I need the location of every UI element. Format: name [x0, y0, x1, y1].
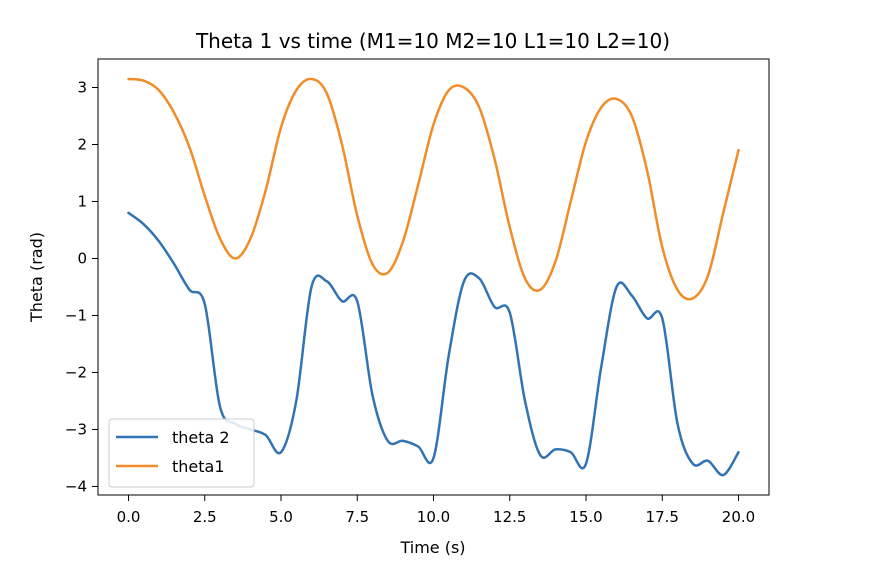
x-tick-label: 12.5: [493, 508, 526, 526]
x-tick-label: 7.5: [345, 508, 369, 526]
y-tick-label: −2: [65, 363, 87, 381]
x-tick-label: 17.5: [646, 508, 679, 526]
x-axis-label: Time (s): [399, 538, 465, 557]
x-tick-label: 10.0: [417, 508, 450, 526]
y-tick-label: −1: [65, 306, 87, 324]
plot-area: [127, 77, 740, 477]
x-tick-label: 15.0: [569, 508, 602, 526]
y-tick-label: −3: [65, 420, 87, 438]
y-tick-label: 3: [77, 78, 87, 96]
chart-title: Theta 1 vs time (M1=10 M2=10 L1=10 L2=10…: [195, 29, 670, 53]
x-tick-label: 20.0: [722, 508, 755, 526]
y-tick-label: 0: [77, 249, 87, 267]
y-axis-label: Theta (rad): [27, 232, 46, 323]
x-axis: 0.0 2.5 5.0 7.5 10.0 12.5 15.0 17.5 20.0: [117, 495, 755, 526]
legend-label-series-0: theta 2: [172, 428, 230, 447]
y-tick-label: −4: [65, 477, 87, 495]
series-line-1: [127, 77, 740, 301]
x-tick-label: 2.5: [193, 508, 217, 526]
y-axis: −4 −3 −2 −1 0 1 2 3: [65, 78, 98, 495]
x-tick-label: 0.0: [117, 508, 141, 526]
y-tick-label: 1: [77, 192, 87, 210]
legend: theta 2 theta1: [108, 418, 255, 488]
x-tick-label: 5.0: [269, 508, 293, 526]
legend-label-series-1: theta1: [172, 457, 225, 476]
y-tick-label: 2: [77, 135, 87, 153]
